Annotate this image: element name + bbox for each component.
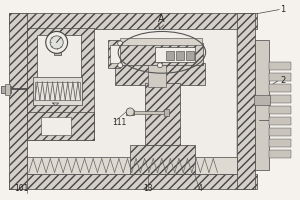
Text: 2: 2	[280, 76, 285, 85]
Bar	[269, 117, 291, 125]
Bar	[41, 117, 70, 135]
Bar	[130, 145, 195, 174]
Bar	[115, 63, 205, 85]
Circle shape	[50, 36, 63, 49]
Bar	[255, 40, 269, 170]
Text: 13: 13	[143, 184, 153, 193]
Bar	[269, 95, 291, 103]
Circle shape	[118, 41, 123, 46]
Bar	[9, 174, 257, 189]
Bar	[269, 139, 291, 147]
Text: 4: 4	[197, 184, 202, 193]
Bar	[27, 112, 94, 140]
Bar	[269, 73, 291, 81]
Bar	[269, 62, 291, 70]
Circle shape	[158, 63, 162, 68]
Bar	[1, 86, 11, 93]
Bar	[9, 13, 257, 28]
Bar	[54, 41, 61, 55]
Circle shape	[126, 108, 134, 116]
Bar	[148, 65, 166, 87]
Text: 101: 101	[14, 184, 28, 193]
Bar	[27, 28, 237, 174]
Text: 1: 1	[280, 5, 285, 14]
Text: 111: 111	[112, 118, 127, 127]
Bar	[27, 157, 237, 174]
Bar	[164, 109, 169, 116]
Bar	[134, 111, 166, 114]
Bar	[186, 51, 194, 60]
Bar	[126, 110, 134, 115]
Bar	[120, 38, 202, 45]
Bar	[9, 13, 27, 189]
Bar	[269, 84, 291, 92]
Bar	[237, 13, 255, 189]
Circle shape	[46, 31, 68, 53]
Text: A: A	[158, 14, 164, 24]
Bar	[27, 28, 94, 140]
Bar	[155, 47, 195, 62]
Bar	[145, 83, 180, 145]
Bar	[269, 150, 291, 158]
Bar	[269, 128, 291, 136]
Bar	[37, 35, 82, 80]
Bar	[254, 95, 270, 105]
Bar	[35, 82, 80, 100]
Bar	[166, 51, 174, 60]
Bar	[33, 77, 83, 105]
Bar	[176, 51, 184, 60]
Bar	[110, 45, 120, 63]
Bar	[108, 40, 120, 68]
Circle shape	[118, 63, 123, 68]
Bar	[5, 84, 10, 95]
Bar	[118, 43, 202, 65]
Bar	[269, 106, 291, 114]
